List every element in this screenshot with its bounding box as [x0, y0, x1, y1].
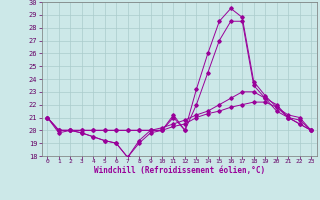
- X-axis label: Windchill (Refroidissement éolien,°C): Windchill (Refroidissement éolien,°C): [94, 166, 265, 175]
